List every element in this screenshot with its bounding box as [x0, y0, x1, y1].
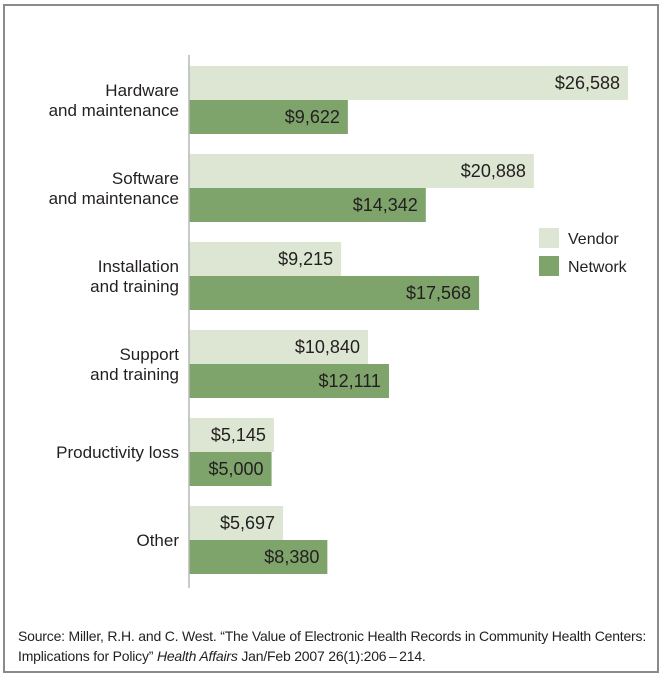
legend-swatch-network	[539, 256, 559, 276]
source-journal: Health Affairs	[156, 648, 238, 664]
data-label-network-2: $17,568	[406, 283, 471, 303]
bar-network-1	[189, 188, 426, 222]
bar-vendor-2	[189, 242, 342, 276]
bar-vendor-1	[189, 154, 534, 188]
bar-vendor-0	[189, 66, 628, 100]
category-label-0-1: and maintenance	[49, 101, 179, 120]
data-label-vendor-0: $26,588	[555, 73, 620, 93]
category-label-5-0: Other	[136, 531, 179, 550]
bar-vendor-3	[189, 330, 368, 364]
bar-network-3	[189, 364, 389, 398]
legend-swatch-vendor	[539, 228, 559, 248]
bar-network-4	[189, 452, 272, 486]
data-label-network-1: $14,342	[353, 195, 418, 215]
legend-label-vendor: Vendor	[568, 231, 619, 248]
source-suffix: Jan/Feb 2007 26(1):206 – 214.	[237, 648, 426, 664]
data-label-network-4: $5,000	[208, 459, 263, 479]
data-label-vendor-2: $9,215	[278, 249, 333, 269]
legend-label-network: Network	[568, 259, 628, 276]
data-label-network-0: $9,622	[285, 107, 340, 127]
category-label-2-1: and training	[90, 277, 179, 296]
bar-network-0	[189, 100, 348, 134]
bar-vendor-4	[189, 418, 274, 452]
category-label-2-0: Installation	[98, 257, 179, 276]
data-label-network-3: $12,111	[319, 371, 381, 391]
bar-network-5	[189, 540, 328, 574]
data-label-vendor-3: $10,840	[295, 337, 360, 357]
category-label-3-0: Support	[119, 345, 179, 364]
data-label-vendor-5: $5,697	[220, 513, 275, 533]
source-citation: Source: Miller, R.H. and C. West. “The V…	[18, 626, 648, 666]
category-label-0-0: Hardware	[105, 81, 179, 100]
category-label-1-1: and maintenance	[49, 189, 179, 208]
data-label-network-5: $8,380	[264, 547, 319, 567]
bar-vendor-5	[189, 506, 284, 540]
category-label-4-0: Productivity loss	[56, 443, 179, 462]
category-label-1-0: Software	[112, 169, 179, 188]
data-label-vendor-4: $5,145	[211, 425, 266, 445]
source-prefix: Source: Miller, R.H. and C. West. “The V…	[18, 628, 647, 664]
category-label-3-1: and training	[90, 365, 179, 384]
bar-network-2	[189, 276, 480, 310]
data-label-vendor-1: $20,888	[461, 161, 526, 181]
